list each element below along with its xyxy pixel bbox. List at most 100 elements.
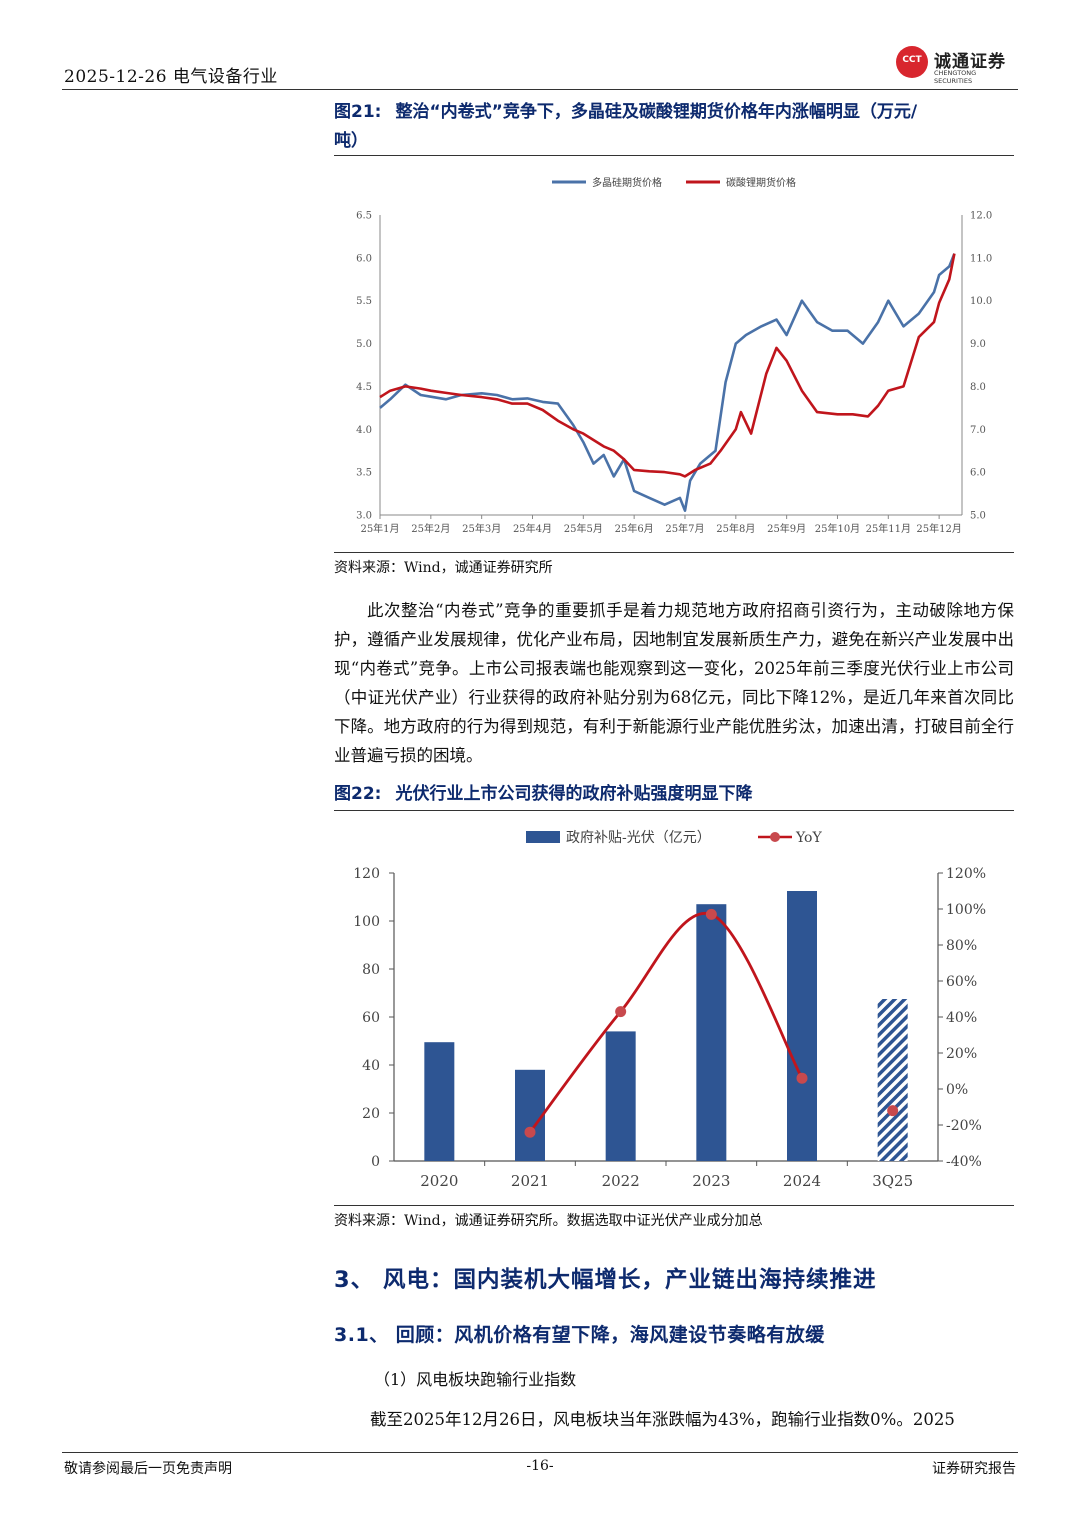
legend-bar-swatch — [526, 831, 560, 843]
x-tick-label: 25年7月 — [665, 522, 704, 535]
figure22-chart: 政府补贴-光伏（亿元） YoY 0 20 40 60 80 100 120 -40% -20% 0%… — [353, 830, 986, 1190]
chart1-axes: 3.0 3.5 4.0 4.5 5.0 5.5 6.0 6.5 5.0 6.0 7.0 8.0 9.0 1… — [356, 211, 992, 536]
left-y-tick-label: 5.5 — [356, 296, 372, 307]
bar-2021 — [515, 1069, 545, 1161]
right-y-tick-label: 60% — [946, 974, 977, 990]
chart2-axes: 0 20 40 60 80 100 120 -40% -20% 0% 20% 40% 60% 80% 100… — [353, 866, 986, 1190]
bar-2023 — [696, 904, 727, 1161]
right-y-tick-label: 5.0 — [970, 511, 986, 522]
right-y-tick-label: -40% — [946, 1154, 982, 1170]
logo-name: 诚通证券 — [934, 52, 1006, 72]
x-tick-label: 25年9月 — [767, 522, 806, 535]
footer-report-type: 证券研究报告 — [932, 1461, 1016, 1477]
footer-divider — [62, 1452, 1018, 1453]
yoy-point-2023 — [705, 908, 717, 920]
figure22-title: 图22: 光伏行业上市公司获得的政府补贴强度明显下降 — [334, 780, 752, 809]
x-tick-label: 3Q25 — [872, 1172, 913, 1190]
x-tick-label: 25年5月 — [564, 522, 603, 535]
legend-line-marker — [770, 832, 780, 842]
logo-mark-text: CCT — [902, 55, 922, 65]
bar-3Q25 — [877, 999, 908, 1161]
x-tick-label: 25年10月 — [815, 522, 860, 535]
figure21-title-line1: 整治“内卷式”竞争下，多晶硅及碳酸锂期货价格年内涨幅明显（万元/ — [395, 102, 918, 122]
figure21-number: 图21: — [334, 102, 382, 122]
figure21-top-rule — [334, 155, 1014, 156]
left-y-tick-label: 6.5 — [356, 211, 372, 222]
right-y-tick-label: 8.0 — [970, 382, 986, 393]
left-y-tick-label: 3.0 — [356, 511, 372, 522]
x-tick-label: 25年8月 — [716, 522, 755, 535]
figure22-title-text: 光伏行业上市公司获得的政府补贴强度明显下降 — [395, 784, 753, 804]
chart1-legend: 多晶硅期货价格 碳酸锂期货价格 — [552, 176, 796, 189]
right-y-tick-label: 12.0 — [970, 211, 992, 222]
right-y-tick-label: 40% — [946, 1010, 977, 1026]
body-paragraph-last: 截至2025年12月26日，风电板块当年涨跌幅为43%，跑输行业指数0%。202… — [370, 1410, 955, 1429]
x-tick-label: 25年3月 — [462, 522, 501, 535]
chart1-lines — [379, 253, 956, 513]
figure22-top-rule — [334, 810, 1014, 811]
series-line-1 — [379, 253, 956, 513]
x-tick-label: 25年12月 — [916, 522, 961, 535]
bar-2020 — [424, 1042, 455, 1161]
x-tick-label: 2022 — [602, 1172, 640, 1190]
x-tick-label: 2023 — [692, 1172, 730, 1190]
left-y-tick-label: 4.5 — [356, 382, 372, 393]
right-y-tick-label: 11.0 — [970, 253, 992, 264]
right-y-tick-label: 80% — [946, 938, 977, 954]
figure21-source: 资料来源：Wind，诚通证券研究所 — [334, 560, 553, 576]
yoy-point-3Q25 — [887, 1105, 899, 1117]
left-y-tick-label: 4.0 — [356, 425, 372, 436]
yoy-line — [528, 911, 804, 1134]
right-y-tick-label: 120% — [946, 866, 986, 882]
left-y-tick-label: 3.5 — [356, 468, 372, 479]
footer-disclaimer: 敬请参阅最后一页免责声明 — [64, 1461, 232, 1477]
x-tick-label: 25年6月 — [615, 522, 654, 535]
header-date-industry: 2025-12-26 电气设备行业 — [64, 67, 278, 87]
section-3-heading: 3、 风电：国内装机大幅增长，产业链出海持续推进 — [334, 1267, 877, 1293]
left-y-tick-label: 40 — [362, 1058, 380, 1074]
x-tick-label: 2020 — [420, 1172, 458, 1190]
page-number: -16- — [526, 1458, 554, 1474]
figure22-bottom-rule — [334, 1205, 1014, 1206]
x-tick-label: 25年11月 — [866, 522, 911, 535]
legend-label-1: 多晶硅期货价格 — [592, 176, 662, 189]
chart2-bars — [424, 891, 908, 1161]
figure22-source: 资料来源：Wind，诚通证券研究所。数据选取中证光伏产业成分加总 — [334, 1213, 763, 1229]
left-y-tick-label: 80 — [362, 962, 380, 978]
subsection-1-heading: （1）风电板块跑输行业指数 — [374, 1370, 577, 1389]
x-tick-label: 25年2月 — [411, 522, 450, 535]
right-y-tick-label: 9.0 — [970, 339, 986, 350]
x-tick-label: 25年1月 — [360, 522, 399, 535]
left-y-tick-label: 20 — [362, 1106, 380, 1122]
legend-bar-label: 政府补贴-光伏（亿元） — [566, 830, 711, 846]
figure22-number: 图22: — [334, 784, 382, 804]
x-tick-label: 25年4月 — [513, 522, 552, 535]
left-y-tick-label: 100 — [353, 914, 380, 930]
series-line-2 — [379, 253, 956, 478]
right-y-tick-label: 100% — [946, 902, 986, 918]
logo-mark-icon: CCT — [896, 46, 928, 78]
x-tick-label: 2021 — [511, 1172, 549, 1190]
left-y-tick-label: 120 — [353, 866, 380, 882]
header-divider — [62, 89, 1018, 90]
right-y-tick-label: 7.0 — [970, 425, 986, 436]
left-y-tick-label: 0 — [371, 1154, 380, 1170]
left-y-tick-label: 5.0 — [356, 339, 372, 350]
right-y-tick-label: 0% — [946, 1082, 968, 1098]
right-y-tick-label: -20% — [946, 1118, 982, 1134]
figure21-title-line2: 吨） — [334, 131, 368, 151]
right-y-tick-label: 6.0 — [970, 468, 986, 479]
x-tick-label: 2024 — [783, 1172, 821, 1190]
logo-english-name: CHENGTONG SECURITIES — [934, 69, 977, 85]
yoy-point-2021 — [524, 1126, 536, 1138]
chart2-legend: 政府补贴-光伏（亿元） YoY — [526, 830, 822, 846]
left-y-tick-label: 60 — [362, 1010, 380, 1026]
section-3-1-heading: 3.1、 回顾：风机价格有望下降，海风建设节奏略有放缓 — [334, 1324, 825, 1346]
bar-2022 — [605, 1031, 636, 1161]
body-paragraph: 此次整治“内卷式”竞争的重要抓手是着力规范地方政府招商引资行为，主动破除地方保护… — [334, 601, 1014, 765]
legend-label-2: 碳酸锂期货价格 — [726, 176, 796, 189]
right-y-tick-label: 10.0 — [970, 296, 992, 307]
right-y-tick-label: 20% — [946, 1046, 977, 1062]
figure21-bottom-rule — [334, 552, 1014, 553]
figure21-title: 图21: 整治“内卷式”竞争下，多晶硅及碳酸锂期货价格年内涨幅明显（万元/ 吨） — [334, 98, 917, 156]
